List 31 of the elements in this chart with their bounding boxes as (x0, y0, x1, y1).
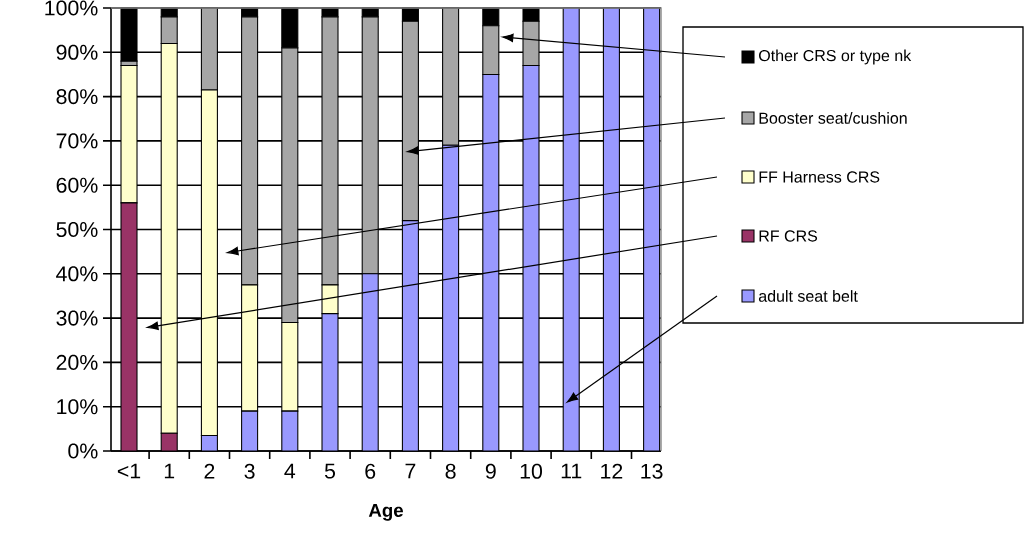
legend-label: FF Harness CRS (759, 171, 880, 183)
x-tick-label: 13 (641, 463, 663, 479)
y-tick-label: 90% (56, 44, 98, 60)
x-tick-label: 6 (365, 463, 376, 479)
y-tick-label: 100% (45, 0, 98, 16)
legend-label: RF CRS (759, 230, 818, 242)
legend-label: Booster seat/cushion (759, 112, 907, 124)
y-tick-label: 0% (68, 443, 98, 459)
x-axis-title: Age (368, 503, 403, 521)
y-tick-label: 30% (56, 310, 98, 326)
y-tick-label: 50% (56, 221, 98, 238)
y-tick-label: 40% (56, 266, 98, 282)
y-tick-label: 70% (56, 133, 98, 149)
x-tick-label: 8 (445, 463, 456, 479)
x-tick-label: 12 (601, 463, 623, 479)
y-tick-label: 80% (56, 89, 98, 105)
y-tick-label: 10% (57, 399, 98, 415)
x-tick-label: 5 (324, 463, 336, 479)
legend-label: adult seat belt (758, 290, 858, 302)
legend-label: Other CRS or type nk (759, 49, 912, 65)
x-tick-label: 10 (520, 463, 543, 479)
x-tick-label: 3 (244, 463, 255, 479)
y-tick-label: 20% (56, 354, 98, 370)
x-tick-label: 4 (284, 463, 296, 479)
y-tick-label: 60% (56, 177, 98, 193)
x-tick-label: 1 (164, 463, 175, 479)
x-tick-label: 2 (204, 463, 215, 479)
x-tick-label: <1 (117, 463, 141, 479)
x-tick-label: 7 (405, 463, 416, 479)
x-tick-label: 11 (561, 463, 582, 479)
x-tick-label: 9 (485, 463, 496, 479)
